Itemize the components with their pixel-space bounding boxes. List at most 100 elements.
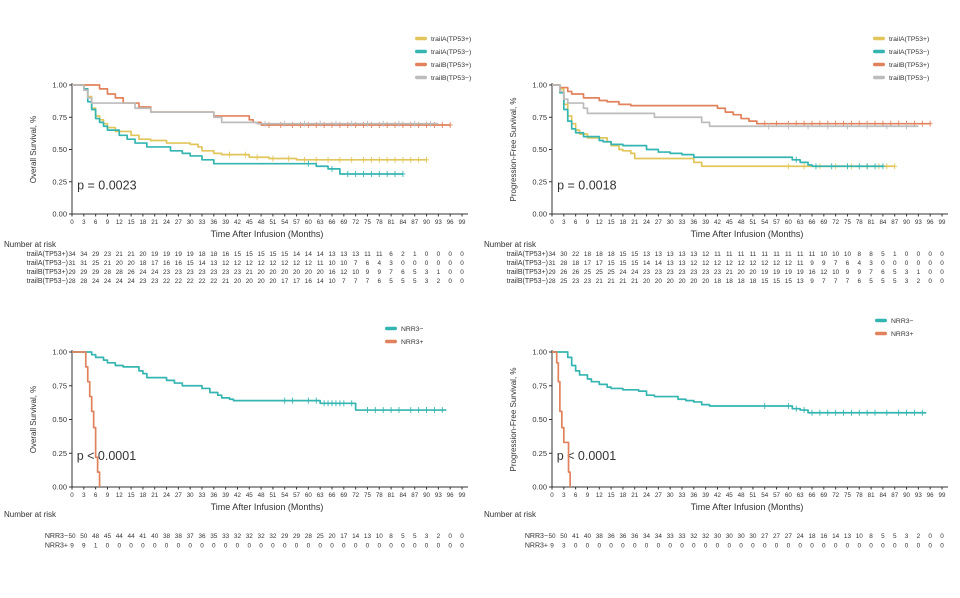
risk-count: 45 <box>104 533 112 540</box>
x-tick-label: 93 <box>435 492 442 499</box>
risk-count: 28 <box>305 533 313 540</box>
risk-count: 20 <box>655 278 663 285</box>
risk-count: 27 <box>773 533 781 540</box>
risk-count: 20 <box>139 251 147 258</box>
risk-count: 13 <box>690 251 698 258</box>
risk-count: 0 <box>798 543 802 550</box>
risk-count: 23 <box>151 278 159 285</box>
legend-swatch <box>415 49 427 54</box>
risk-count: 15 <box>773 278 781 285</box>
risk-count: 18 <box>210 251 218 258</box>
risk-count: 30 <box>726 533 734 540</box>
risk-count: 12 <box>246 260 254 267</box>
risk-count: 0 <box>366 543 370 550</box>
risk-count: 28 <box>116 269 124 276</box>
risk-count: 0 <box>448 533 452 540</box>
risk-count: 3 <box>905 269 909 276</box>
risk-count: 0 <box>448 251 452 258</box>
risk-count: 16 <box>175 260 183 267</box>
risk-count: 14 <box>655 260 663 267</box>
risk-count: 30 <box>749 533 757 540</box>
risk-count: 12 <box>293 260 301 267</box>
risk-count: 20 <box>738 269 746 276</box>
risk-count: 21 <box>726 269 734 276</box>
risk-count: 23 <box>234 269 242 276</box>
x-tick-label: 75 <box>844 219 851 226</box>
x-tick-label: 39 <box>222 492 229 499</box>
risk-count: 13 <box>667 260 675 267</box>
p-value-label: p = 0.0023 <box>77 178 136 192</box>
risk-count: 0 <box>869 543 873 550</box>
risk-count: 32 <box>702 533 710 540</box>
x-tick-label: 54 <box>281 219 288 226</box>
x-tick-label: 51 <box>749 219 756 226</box>
risk-count: 0 <box>437 543 441 550</box>
x-tick-label: 3 <box>562 219 566 226</box>
risk-count: 10 <box>376 533 384 540</box>
x-tick-label: 87 <box>891 492 898 499</box>
risk-count: 0 <box>106 543 110 550</box>
x-tick-label: 84 <box>399 492 406 499</box>
risk-count: 0 <box>460 260 464 267</box>
risk-count: 7 <box>869 269 873 276</box>
risk-count: 14 <box>293 251 301 258</box>
risk-count: 0 <box>917 251 921 258</box>
risk-count: 12 <box>702 260 710 267</box>
x-tick-label: 96 <box>447 219 454 226</box>
x-tick-label: 93 <box>915 492 922 499</box>
km-curve-trailA(TP53+) <box>552 84 895 168</box>
axes <box>549 83 948 217</box>
risk-count: 32 <box>690 533 698 540</box>
risk-count: 13 <box>797 278 805 285</box>
y-tick-label: 0.50 <box>532 415 547 424</box>
x-tick-label: 90 <box>423 492 430 499</box>
risk-count: 7 <box>822 278 826 285</box>
x-tick-label: 21 <box>631 492 638 499</box>
risk-count: 21 <box>104 260 112 267</box>
risk-count: 18 <box>139 260 147 267</box>
risk-count: 0 <box>810 543 814 550</box>
risk-count: 15 <box>608 260 616 267</box>
risk-count: 8 <box>389 533 393 540</box>
x-tick-labels: 0 3 6 9 12 15 18 21 24 27 30 33 36 39 42 45 48 51 54 57 60 63… <box>70 219 466 226</box>
risk-count: 0 <box>295 543 299 550</box>
x-tick-label: 96 <box>447 492 454 499</box>
risk-count: 25 <box>596 269 604 276</box>
legend-label: trailB(TP53+) <box>431 62 471 69</box>
x-tick-label: 0 <box>550 492 554 499</box>
risk-count: 5 <box>401 533 405 540</box>
x-tick-label: 63 <box>797 219 804 226</box>
risk-count: 7 <box>846 278 850 285</box>
risk-count: 18 <box>749 278 757 285</box>
risk-count: 23 <box>139 278 147 285</box>
risk-count: 19 <box>785 269 793 276</box>
risk-count: 7 <box>389 269 393 276</box>
risk-count: 11 <box>738 251 745 258</box>
risk-count: 7 <box>354 260 358 267</box>
x-tick-label: 12 <box>116 219 123 226</box>
x-axis-label: Time After Infusion (Months) <box>691 502 804 512</box>
x-tick-label: 96 <box>927 219 934 226</box>
risk-count: 1 <box>917 269 921 276</box>
risk-row-label: trailA(TP53+) <box>27 251 68 258</box>
risk-count: 9 <box>846 269 850 276</box>
risk-count: 7 <box>834 278 838 285</box>
risk-count: 11 <box>750 251 757 258</box>
y-tick-label: 0.75 <box>52 113 67 122</box>
x-tick-label: 24 <box>163 492 170 499</box>
x-tick-label: 66 <box>329 219 336 226</box>
censor-marks-NRR3− <box>282 397 445 414</box>
risk-count: 24 <box>631 269 639 276</box>
risk-count: 29 <box>68 269 76 276</box>
risk-count: 10 <box>820 251 828 258</box>
risk-count: 18 <box>726 278 734 285</box>
risk-count: 34 <box>80 251 88 258</box>
risk-count: 0 <box>401 543 405 550</box>
x-tick-label: 18 <box>619 492 626 499</box>
axes <box>69 83 468 217</box>
x-tick-label: 57 <box>773 492 780 499</box>
risk-count: 24 <box>116 278 124 285</box>
risk-count: 50 <box>560 533 568 540</box>
risk-count: 23 <box>643 269 651 276</box>
